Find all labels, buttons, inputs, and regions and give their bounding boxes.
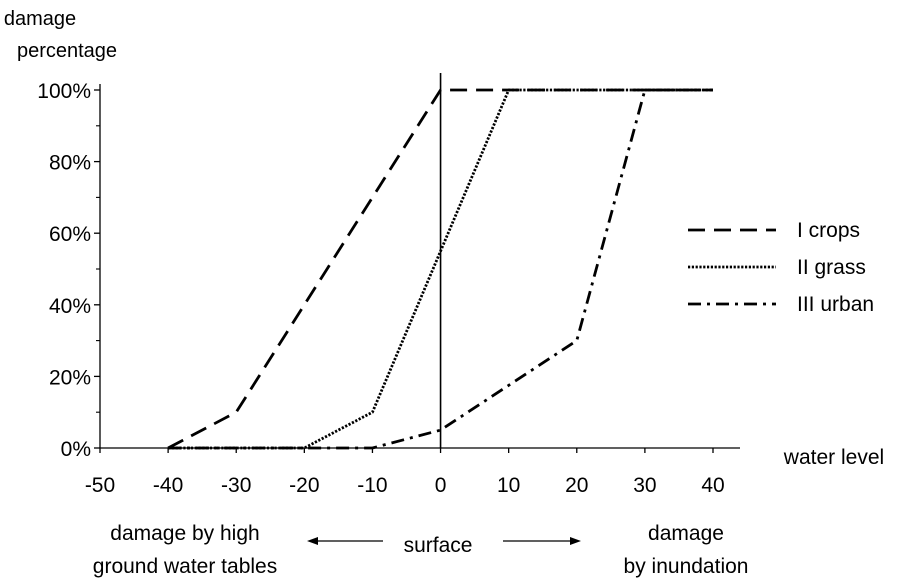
series-line-1 — [167, 88, 713, 450]
y-tick-label: 100% — [37, 80, 91, 103]
x-ticks: -50 -40 -30 -20 -10 0 10 20 30 40 — [85, 448, 725, 497]
legend-label-2: II grass — [797, 256, 866, 279]
legend: I crops II grass III urban — [688, 219, 874, 316]
y-tick-label: 80% — [49, 152, 91, 175]
y-ticks: 0% 20% 40% 60% 80% 100% — [37, 80, 100, 461]
y-tick-label: 0% — [61, 438, 91, 461]
x-tick-label: 0 — [435, 474, 447, 497]
x-tick-label: 10 — [497, 474, 520, 497]
x-tick-label: 40 — [701, 474, 724, 497]
annotation-right-line-1: damage — [648, 522, 724, 545]
annotation-left-line-1: damage by high — [110, 522, 259, 545]
x-tick-label: -50 — [85, 474, 115, 497]
ylabel-line-2: percentage — [17, 40, 117, 62]
y-tick-label: 40% — [49, 295, 91, 318]
axes — [99, 73, 740, 449]
series-lines — [167, 88, 713, 450]
annotation-left-line-2: ground water tables — [93, 555, 277, 578]
x-tick-label: -10 — [357, 474, 387, 497]
x-tick-label: 30 — [633, 474, 656, 497]
series-line-3 — [168, 88, 713, 450]
y-tick-label: 60% — [49, 223, 91, 246]
y-tick-label: 20% — [49, 366, 91, 389]
legend-label-1: I crops — [797, 219, 860, 242]
x-tick-label: 20 — [565, 474, 588, 497]
series-line-2 — [168, 88, 713, 450]
xlabel: water level — [783, 446, 884, 469]
annotation-surface: surface — [404, 534, 473, 557]
arrow-right-head — [570, 537, 581, 545]
x-tick-label: -40 — [153, 474, 183, 497]
arrow-left-head — [307, 537, 318, 545]
x-tick-label: -20 — [289, 474, 319, 497]
x-tick-label: -30 — [221, 474, 251, 497]
annotation-right-line-2: by inundation — [624, 555, 749, 578]
legend-label-3: III urban — [797, 293, 874, 316]
ylabel-line-1: damage — [4, 8, 76, 30]
